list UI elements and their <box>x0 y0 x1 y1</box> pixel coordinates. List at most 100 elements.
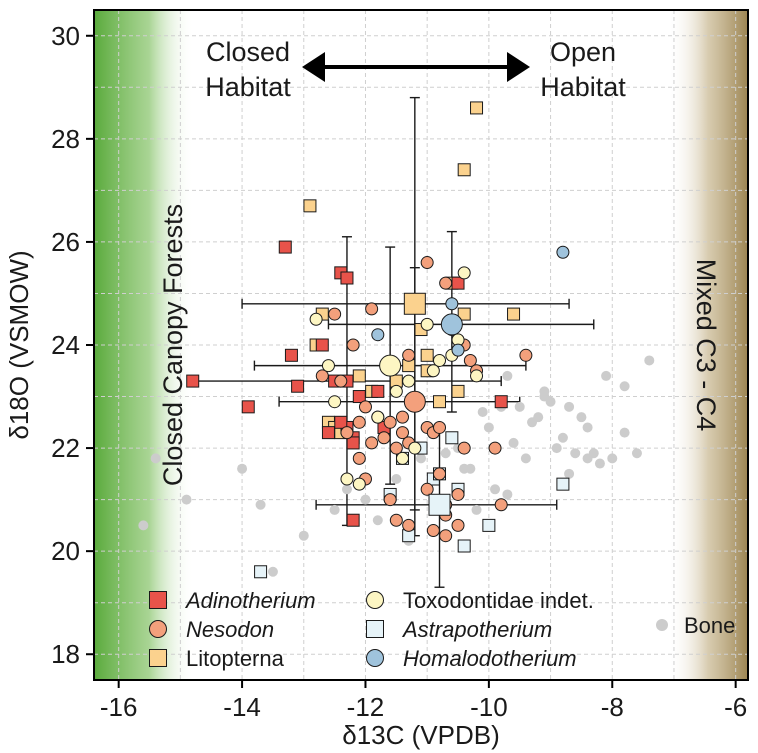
point-nesodon <box>494 498 508 512</box>
point-nesodon <box>340 426 354 440</box>
point-nesodon <box>451 487 465 501</box>
point-nesodon <box>395 410 409 424</box>
point-bone <box>601 370 612 381</box>
point-toxodontidae-indet <box>433 353 447 367</box>
annotation-open-habitat: Open <box>550 37 616 67</box>
axes: -16 -14 -12 -10 -8 -6 18 20 22 24 26 28 30 δ13C (VPDB… <box>4 9 749 750</box>
point-toxodontidae-indet <box>328 395 342 409</box>
point-adinotherium <box>346 436 360 450</box>
point-bone <box>459 463 470 474</box>
point-adinotherium <box>321 426 335 440</box>
point-bone <box>502 370 513 381</box>
arrow-left-head <box>302 52 325 82</box>
point-bone <box>477 407 488 417</box>
point-nesodon <box>433 467 447 481</box>
point-nesodon <box>334 374 348 388</box>
point-adinotherium <box>278 240 292 254</box>
annotations: Closed Habitat Open Habitat Closed Canopy Fo… <box>158 37 721 486</box>
point-nesodon <box>420 482 434 496</box>
point-bone <box>490 484 501 495</box>
point-bone <box>329 504 340 515</box>
point-bone <box>298 530 309 541</box>
point-astrapotherium <box>445 431 459 445</box>
x-tick-label: -10 <box>470 692 508 722</box>
point-bone <box>483 422 494 433</box>
point-nesodon <box>519 348 533 362</box>
point-litopterna <box>457 163 471 177</box>
point-toxodontidae-indet <box>395 451 409 465</box>
point-nesodon <box>383 493 397 507</box>
point-bone <box>570 448 581 459</box>
point-adinotherium <box>494 395 508 409</box>
point-adinotherium <box>340 271 354 285</box>
point-bone <box>181 494 192 505</box>
y-tick-label: 24 <box>51 330 80 360</box>
point-nesodon <box>439 529 453 543</box>
x-tick-label: -14 <box>223 692 261 722</box>
point-adinotherium <box>371 384 385 398</box>
point-bone <box>539 386 550 397</box>
point-bone <box>527 417 538 428</box>
point-adinotherium <box>346 513 360 527</box>
point-adinotherium <box>334 415 348 429</box>
arrow-right-head <box>507 52 530 82</box>
legend-label-astrapotherium: Astrapotherium <box>401 617 552 642</box>
annotation-mixed-c3c4: Mixed C3 - C4 <box>691 259 721 432</box>
point-bone <box>551 443 562 454</box>
mean-litopterna <box>403 292 426 315</box>
point-bone <box>341 484 352 495</box>
point-bone <box>237 463 248 474</box>
point-homalodotherium <box>451 343 465 357</box>
y-tick-label: 28 <box>51 124 80 154</box>
point-toxodontidae-indet <box>408 441 422 455</box>
point-nesodon <box>420 256 434 270</box>
legend: Adinotherium Nesodon Litopterna Toxodontida… <box>149 588 735 671</box>
legend-label-adinotherium: Adinotherium <box>184 588 316 613</box>
point-bone <box>508 437 519 448</box>
x-tick-label: -16 <box>100 692 138 722</box>
point-toxodontidae-indet <box>420 317 434 331</box>
point-toxodontidae-indet <box>402 374 416 388</box>
point-toxodontidae-indet <box>321 359 335 373</box>
point-nesodon <box>389 513 403 527</box>
y-tick-label: 30 <box>51 21 80 51</box>
mean-toxodontidae-indet <box>379 354 402 377</box>
point-bone <box>564 401 575 412</box>
x-tick-label: -12 <box>347 692 385 722</box>
point-bone <box>582 422 593 433</box>
legend-marker-homalodotherium <box>366 649 384 667</box>
point-toxodontidae-indet <box>352 477 366 491</box>
point-nesodon <box>402 348 416 362</box>
point-litopterna <box>303 199 317 213</box>
point-nesodon <box>377 431 391 445</box>
point-nesodon <box>383 415 397 429</box>
point-nesodon <box>346 338 360 352</box>
grid-lines <box>94 10 748 680</box>
legend-marker-bone <box>656 619 668 631</box>
point-nesodon <box>395 426 409 440</box>
annotation-closed-canopy: Closed Canopy Forests <box>158 204 188 486</box>
point-adinotherium <box>186 374 200 388</box>
point-litopterna <box>451 384 465 398</box>
point-nesodon <box>439 276 453 290</box>
y-axis-title: δ18O (VSMOW) <box>4 250 34 439</box>
point-nesodon <box>488 441 502 455</box>
point-adinotherium <box>291 379 305 393</box>
point-bone <box>502 489 513 500</box>
point-nesodon <box>426 524 440 538</box>
legend-marker-astrapotherium <box>366 620 384 638</box>
point-nesodon <box>365 436 379 450</box>
point-nesodon <box>402 518 416 532</box>
point-bone <box>514 401 525 412</box>
point-bone <box>631 448 642 459</box>
data-points <box>138 101 655 579</box>
legend-label-litopterna: Litopterna <box>186 646 285 671</box>
point-bone <box>440 448 451 459</box>
legend-marker-toxodontidae-indet <box>366 591 384 609</box>
point-bone <box>391 474 402 484</box>
legend-marker-nesodon <box>149 620 167 638</box>
point-adinotherium <box>284 348 298 362</box>
mean-nesodon <box>403 390 426 413</box>
